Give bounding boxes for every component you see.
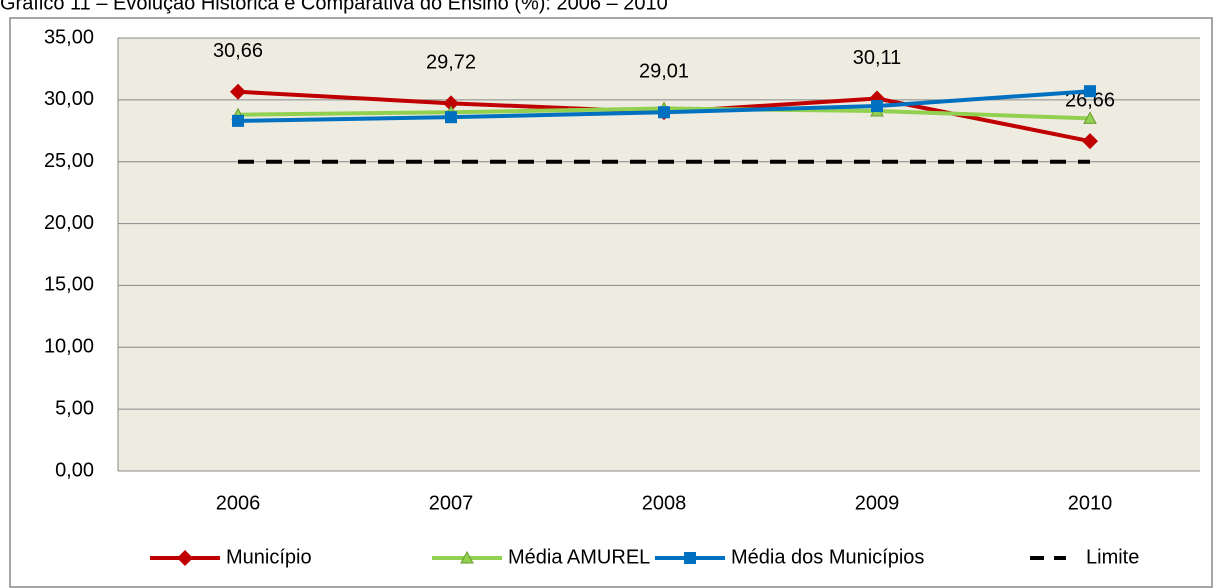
data-label: 30,11 bbox=[853, 47, 902, 69]
x-tick-label: 2009 bbox=[855, 492, 900, 514]
data-label: 26,66 bbox=[1065, 89, 1115, 111]
point-marker bbox=[871, 100, 883, 113]
legend-label: Média dos Municípios bbox=[731, 546, 924, 568]
point-marker bbox=[1084, 85, 1096, 98]
y-tick-label: 20,00 bbox=[44, 212, 94, 234]
point-marker bbox=[1082, 133, 1098, 150]
y-tick-label: 10,00 bbox=[44, 336, 94, 358]
point-marker bbox=[443, 95, 459, 112]
data-label: 29,01 bbox=[639, 60, 689, 82]
legend-marker bbox=[177, 550, 193, 566]
point-marker bbox=[230, 83, 246, 100]
point-marker bbox=[232, 114, 244, 127]
point-marker bbox=[1083, 111, 1097, 124]
legend-label: Média AMUREL bbox=[508, 546, 650, 568]
y-tick-label: 25,00 bbox=[44, 150, 94, 172]
data-label: 30,66 bbox=[213, 40, 263, 62]
legend-marker bbox=[460, 550, 474, 564]
point-marker bbox=[445, 111, 457, 124]
x-tick-label: 2010 bbox=[1068, 492, 1113, 514]
x-tick-label: 2008 bbox=[642, 492, 687, 514]
legend-label: Limite bbox=[1086, 546, 1139, 568]
y-tick-label: 35,00 bbox=[44, 26, 94, 48]
x-tick-label: 2006 bbox=[216, 492, 261, 514]
y-tick-label: 30,00 bbox=[44, 88, 94, 110]
point-marker bbox=[658, 106, 670, 119]
plot-area bbox=[118, 38, 1200, 471]
x-tick-label: 2007 bbox=[429, 492, 474, 514]
legend-label: Município bbox=[226, 546, 312, 568]
y-tick-label: 15,00 bbox=[44, 274, 94, 296]
y-tick-label: 0,00 bbox=[55, 459, 94, 481]
legend-marker bbox=[684, 552, 696, 564]
y-tick-label: 5,00 bbox=[55, 397, 94, 419]
chart-title: Gráfico 11 – Evolução Histórica e Compar… bbox=[0, 0, 668, 14]
data-label: 29,72 bbox=[426, 52, 476, 74]
